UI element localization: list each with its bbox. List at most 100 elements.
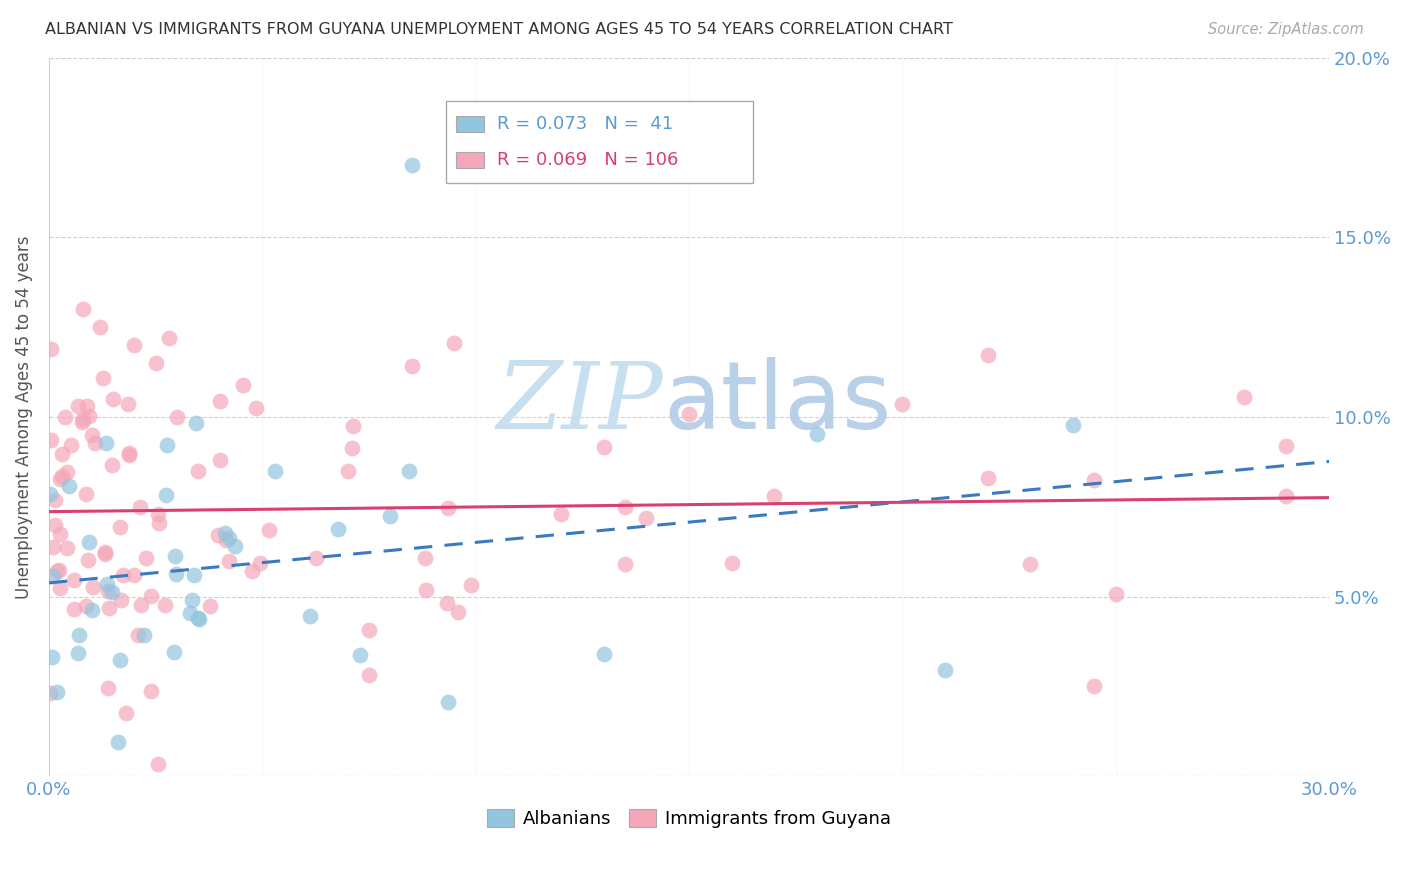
Point <box>208 394 231 409</box>
Point <box>342 418 364 433</box>
Point <box>145 356 167 370</box>
Point <box>56 465 79 479</box>
Point <box>83 435 105 450</box>
Point <box>240 564 263 578</box>
Point <box>156 438 179 452</box>
FancyBboxPatch shape <box>446 101 754 184</box>
Point <box>148 757 170 772</box>
Point <box>806 427 828 442</box>
Point <box>187 610 209 624</box>
Point <box>72 302 94 317</box>
Point <box>42 540 65 554</box>
Point <box>67 628 90 642</box>
Point <box>357 668 380 682</box>
Point <box>763 489 786 503</box>
Point <box>48 581 70 595</box>
Point <box>153 598 176 612</box>
Point <box>401 158 423 172</box>
Point <box>163 549 186 564</box>
Point <box>44 492 66 507</box>
Point <box>97 583 120 598</box>
Point <box>129 598 152 612</box>
Point <box>224 540 246 554</box>
Point <box>232 378 254 392</box>
Point <box>55 541 77 556</box>
Point <box>413 551 436 566</box>
Point <box>48 563 70 577</box>
Point <box>184 417 207 431</box>
Point <box>108 520 131 534</box>
Point <box>89 320 111 334</box>
Point <box>124 338 146 352</box>
Point <box>342 441 364 455</box>
Point <box>678 407 700 421</box>
Text: R = 0.069   N = 106: R = 0.069 N = 106 <box>498 151 679 169</box>
Point <box>38 487 60 501</box>
Point <box>1083 473 1105 487</box>
Point <box>336 464 359 478</box>
Point <box>45 564 67 578</box>
Point <box>1019 557 1042 571</box>
Point <box>550 507 572 521</box>
Point <box>101 458 124 472</box>
Point <box>380 509 402 524</box>
Point <box>183 568 205 582</box>
Point <box>63 602 86 616</box>
Y-axis label: Unemployment Among Ages 45 to 54 years: Unemployment Among Ages 45 to 54 years <box>15 235 32 599</box>
Point <box>51 468 73 483</box>
Point <box>437 501 460 516</box>
Point <box>636 510 658 524</box>
Point <box>218 554 240 568</box>
Point <box>80 428 103 442</box>
Point <box>70 416 93 430</box>
Point <box>436 695 458 709</box>
Point <box>443 335 465 350</box>
Point <box>91 371 114 385</box>
Point <box>139 684 162 698</box>
Legend: Albanians, Immigrants from Guyana: Albanians, Immigrants from Guyana <box>479 802 898 836</box>
Point <box>49 526 72 541</box>
Point <box>46 685 69 699</box>
Point <box>58 479 80 493</box>
Point <box>1062 418 1084 433</box>
Point <box>187 464 209 478</box>
Text: R = 0.073   N =  41: R = 0.073 N = 41 <box>498 115 673 133</box>
Point <box>592 648 614 662</box>
Point <box>67 647 90 661</box>
Point <box>245 401 267 415</box>
Point <box>614 500 637 514</box>
Point <box>98 601 121 615</box>
Point <box>214 525 236 540</box>
Point <box>129 500 152 515</box>
Point <box>1275 439 1298 453</box>
Point <box>101 585 124 599</box>
Point <box>76 400 98 414</box>
FancyBboxPatch shape <box>456 116 484 132</box>
Point <box>49 472 72 486</box>
Point <box>977 348 1000 362</box>
Point <box>75 599 97 613</box>
Point <box>101 392 124 406</box>
Point <box>41 433 63 447</box>
Point <box>357 623 380 637</box>
Point <box>215 533 238 548</box>
Point <box>1105 587 1128 601</box>
Point <box>155 488 177 502</box>
Point <box>592 440 614 454</box>
Point <box>97 681 120 695</box>
Point <box>181 592 204 607</box>
Point <box>38 686 60 700</box>
Point <box>79 535 101 549</box>
Point <box>447 606 470 620</box>
Point <box>298 608 321 623</box>
Point <box>614 558 637 572</box>
Point <box>44 518 66 533</box>
Point <box>107 735 129 749</box>
Point <box>77 553 100 567</box>
Point <box>94 545 117 559</box>
Point <box>1233 390 1256 404</box>
Point <box>148 516 170 530</box>
Point <box>1083 679 1105 693</box>
Point <box>94 547 117 561</box>
Point <box>51 446 73 460</box>
